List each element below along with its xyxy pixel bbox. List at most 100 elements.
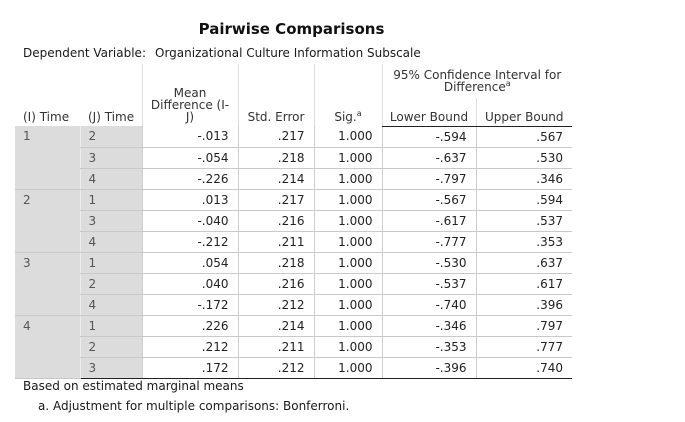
std-error-cell: .217 — [237, 126, 314, 148]
j-time-cell: 2 — [79, 126, 142, 148]
mean-difference-cell: .212 — [141, 336, 238, 358]
lower-bound-cell: -.346 — [381, 315, 476, 337]
lower-bound-cell: -.530 — [381, 252, 476, 274]
sig-cell: 1.000 — [313, 231, 382, 253]
upper-bound-cell: .594 — [475, 189, 573, 211]
table-title: Pairwise Comparisons — [198, 20, 385, 38]
table-row: 3 -.054.218 1.000 -.637.530 — [15, 147, 573, 169]
table-row: 4 -.212.211 1.000 -.777.353 — [15, 231, 573, 253]
mean-difference-cell: .040 — [141, 273, 238, 295]
std-error-cell: .212 — [237, 357, 314, 379]
header-confidence-interval: 95% Confidence Interval for Differencea — [381, 64, 573, 98]
sig-cell: 1.000 — [313, 357, 382, 379]
j-time-cell: 1 — [79, 315, 142, 337]
footnote-based-on: Based on estimated marginal means — [23, 379, 244, 393]
lower-bound-cell: -.617 — [381, 210, 476, 232]
header-mean-difference-line-3: J) — [185, 110, 195, 124]
sig-cell: 1.000 — [313, 189, 382, 211]
header-upper-bound: Upper Bound — [475, 98, 573, 127]
sig-cell: 1.000 — [313, 315, 382, 337]
upper-bound-cell: .396 — [475, 294, 573, 316]
table-body: 1 2 -.013.217 1.000 -.594.567 3 -.054.218 1.000… — [15, 126, 573, 379]
sig-cell: 1.000 — [313, 273, 382, 295]
upper-bound-cell: .567 — [475, 126, 573, 148]
std-error-cell: .214 — [237, 315, 314, 337]
upper-bound-cell: .740 — [475, 357, 573, 379]
std-error-cell: .211 — [237, 336, 314, 358]
std-error-cell: .218 — [237, 147, 314, 169]
mean-difference-cell: -.054 — [141, 147, 238, 169]
dependent-variable-value: Organizational Culture Information Subsc… — [155, 46, 421, 60]
std-error-cell: .212 — [237, 294, 314, 316]
header-ci-line-2-text: Difference — [443, 80, 506, 94]
dependent-variable-label: Dependent Variable: — [23, 46, 146, 60]
table-row: 4 -.172.212 1.000 -.740.396 — [15, 294, 573, 316]
sig-cell: 1.000 — [313, 294, 382, 316]
lower-bound-cell: -.537 — [381, 273, 476, 295]
header-ci-line-2: Differencea — [383, 79, 572, 94]
i-time-cell: 3 — [15, 252, 80, 316]
mean-difference-cell: .013 — [141, 189, 238, 211]
upper-bound-cell: .353 — [475, 231, 573, 253]
mean-difference-cell: -.040 — [141, 210, 238, 232]
upper-bound-cell: .637 — [475, 252, 573, 274]
sig-cell: 1.000 — [313, 147, 382, 169]
header-std-error: Std. Error — [237, 64, 314, 126]
std-error-cell: .216 — [237, 273, 314, 295]
sig-cell: 1.000 — [313, 126, 382, 148]
lower-bound-cell: -.797 — [381, 168, 476, 190]
sig-cell: 1.000 — [313, 336, 382, 358]
i-time-cell: 2 — [15, 189, 80, 253]
j-time-cell: 3 — [79, 210, 142, 232]
j-time-cell: 1 — [79, 252, 142, 274]
j-time-cell: 3 — [79, 147, 142, 169]
table-row: 3 -.040.216 1.000 -.617.537 — [15, 210, 573, 232]
table-row: 4 -.226.214 1.000 -.797.346 — [15, 168, 573, 190]
mean-difference-cell: -.013 — [141, 126, 238, 148]
footnote-a: a. Adjustment for multiple comparisons: … — [38, 399, 350, 413]
upper-bound-cell: .617 — [475, 273, 573, 295]
table-row: 3.172.212 1.000 -.396.740 — [15, 357, 573, 379]
header-i-time: (I) Time — [23, 110, 70, 124]
j-time-cell: 2 — [79, 336, 142, 358]
mean-difference-cell: .172 — [141, 357, 238, 379]
lower-bound-cell: -.777 — [381, 231, 476, 253]
lower-bound-cell: -.740 — [381, 294, 476, 316]
lower-bound-cell: -.637 — [381, 147, 476, 169]
lower-bound-cell: -.594 — [381, 126, 476, 148]
sig-cell: 1.000 — [313, 252, 382, 274]
mean-difference-cell: .226 — [141, 315, 238, 337]
mean-difference-cell: -.172 — [141, 294, 238, 316]
i-time-cell: 1 — [15, 126, 80, 190]
sig-cell: 1.000 — [313, 168, 382, 190]
upper-bound-cell: .777 — [475, 336, 573, 358]
header-mean-difference-line-1: Mean — [173, 86, 207, 100]
j-time-cell: 4 — [79, 231, 142, 253]
header-ci-footnote-mark: a — [505, 79, 511, 88]
j-time-cell: 4 — [79, 294, 142, 316]
header-sig-text: Sig. — [334, 110, 357, 124]
header-mean-difference-line-2: Difference (I- — [150, 98, 230, 112]
table-row: 3 1.054.218 1.000 -.530.637 — [15, 252, 573, 316]
dependent-variable-line: Dependent Variable: Organizational Cultur… — [23, 46, 421, 60]
header-lower-bound: Lower Bound — [381, 98, 476, 127]
std-error-cell: .214 — [237, 168, 314, 190]
j-time-cell: 1 — [79, 189, 142, 211]
table-row: 2.212.211 1.000 -.353.777 — [15, 336, 573, 358]
j-time-cell: 3 — [79, 357, 142, 379]
lower-bound-cell: -.396 — [381, 357, 476, 379]
lower-bound-cell: -.567 — [381, 189, 476, 211]
sig-cell: 1.000 — [313, 210, 382, 232]
pairwise-comparisons-table: (I) Time (J) Time Mean Difference (I- J)… — [15, 64, 573, 379]
upper-bound-cell: .530 — [475, 147, 573, 169]
mean-difference-cell: -.226 — [141, 168, 238, 190]
header-mean-difference: Mean Difference (I- J) — [141, 64, 238, 126]
upper-bound-cell: .537 — [475, 210, 573, 232]
table-row: 1 2 -.013.217 1.000 -.594.567 — [15, 126, 573, 190]
upper-bound-cell: .797 — [475, 315, 573, 337]
std-error-cell: .216 — [237, 210, 314, 232]
header-j-time: (J) Time — [88, 110, 135, 124]
header-ci-line-1: 95% Confidence Interval for — [393, 68, 562, 82]
table-row: 2.040.216 1.000 -.537.617 — [15, 273, 573, 295]
